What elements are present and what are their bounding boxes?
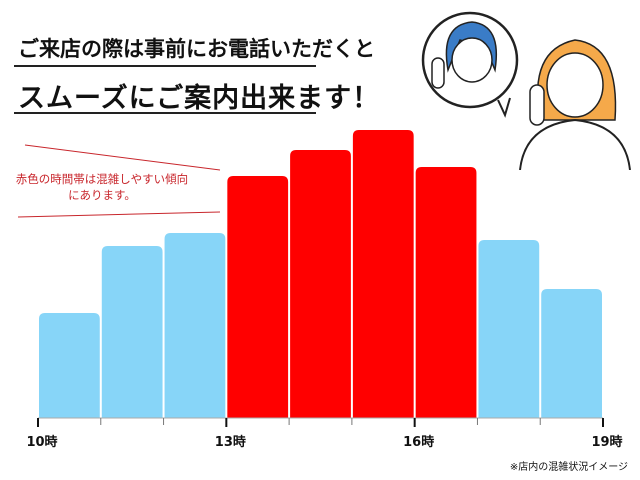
busy-note: 赤色の時間帯は混雑しやすい傾向にあります。: [15, 172, 189, 202]
bar-11-12: [101, 246, 163, 418]
headline-line1: ご来店の際は事前にお電話いただくと: [18, 37, 375, 61]
bar-10-11: [39, 313, 100, 418]
bar-13-14: [227, 176, 289, 418]
footnote: ※店内の混雑状況イメージ: [509, 462, 628, 473]
divider: [14, 65, 316, 67]
note-line-top: [24, 144, 221, 171]
x-tick-label: 13時: [215, 434, 246, 450]
phone-call-illustration: [421, 11, 631, 170]
note-line-bottom: [17, 211, 221, 218]
bar-16-17: [415, 167, 477, 418]
bar-15-16: [352, 130, 414, 418]
x-tick-label: 10時: [26, 434, 57, 450]
x-tick-label: 16時: [403, 434, 434, 450]
bar-18-19: [541, 289, 602, 418]
headline-line2: スムーズにご案内出来ます！: [18, 83, 381, 114]
bar-12-13: [164, 233, 226, 418]
x-tick-label: 19時: [591, 434, 622, 450]
divider: [14, 112, 316, 114]
bar-17-18: [478, 240, 540, 418]
bar-14-15: [290, 150, 351, 418]
